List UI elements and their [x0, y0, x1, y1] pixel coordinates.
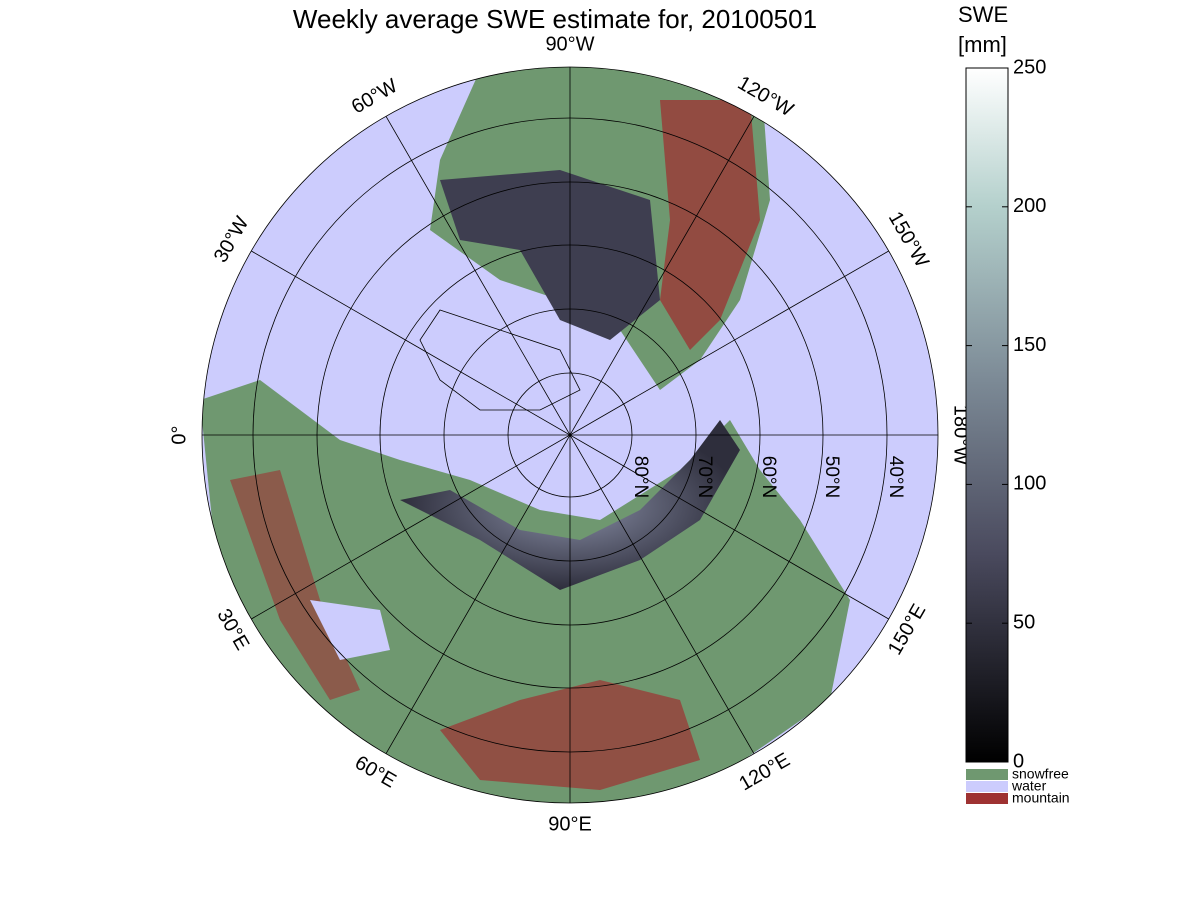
longitude-label: 60°E [351, 752, 400, 793]
latitude-label: 60°N [758, 456, 779, 498]
map-title: Weekly average SWE estimate for, 2010050… [293, 4, 817, 34]
longitude-label: 90°E [548, 813, 592, 835]
latitude-label: 70°N [694, 456, 715, 498]
sea [310, 600, 390, 660]
legend-swatch [966, 793, 1008, 804]
colorbar-tick-label: 200 [1013, 195, 1046, 217]
longitude-label: 30°E [212, 605, 253, 654]
graticule [201, 66, 939, 804]
legend-label: snowfree [1012, 766, 1069, 782]
colorbar-tick-label: 150 [1013, 334, 1046, 356]
longitude-label: 90°W [545, 33, 594, 55]
longitude-label: 0° [168, 425, 190, 444]
legend-label: mountain [1012, 790, 1070, 806]
legend-label: water [1011, 778, 1047, 794]
map-disc [202, 67, 938, 803]
meridian [385, 116, 755, 754]
land [419, 309, 581, 411]
snow-area [440, 170, 660, 340]
colorbar [965, 67, 1009, 763]
legend-swatch [966, 781, 1008, 792]
colorbar-title: SWE [958, 2, 1008, 27]
mountain-area [230, 470, 360, 700]
colorbar-tick-label: 0 [1013, 750, 1024, 772]
mountain-area [660, 100, 760, 350]
colorbar-tick-label: 50 [1013, 611, 1035, 633]
latitude-label: 50°N [821, 456, 842, 498]
latitude-label: 40°N [885, 456, 906, 498]
latitude-label: 80°N [630, 456, 651, 498]
colorbar-tick-label: 100 [1013, 473, 1046, 495]
snow-area [400, 420, 740, 590]
legend-swatch [966, 769, 1008, 780]
colorbar-tick-label: 250 [1013, 56, 1046, 78]
colorbar-title: [mm] [958, 32, 1007, 57]
